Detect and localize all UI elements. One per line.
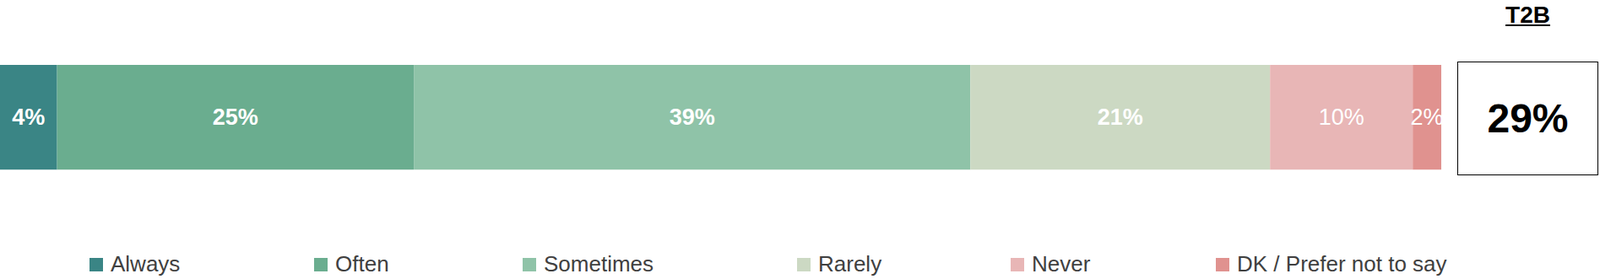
html-text:Sometimes: Sometimes xyxy=(543,251,654,277)
html-text:Rarely: Rarely xyxy=(818,251,882,277)
html-text:T2B: T2B xyxy=(1505,1,1551,28)
html-text:Often: Often xyxy=(335,251,389,277)
svg-text:21%: 21% xyxy=(1097,104,1144,131)
svg-text:10%: 10% xyxy=(1318,104,1365,131)
svg-text:2%: 2% xyxy=(1410,104,1442,131)
html-text:Never: Never xyxy=(1031,251,1091,277)
html-text:DK / Prefer not to say: DK / Prefer not to say xyxy=(1236,251,1447,277)
svg-text:4%: 4% xyxy=(11,104,45,131)
html-text:29%: 29% xyxy=(1487,96,1569,142)
svg-text:39%: 39% xyxy=(669,104,716,131)
html-text:Always: Always xyxy=(110,251,181,277)
svg-text:25%: 25% xyxy=(212,104,259,131)
